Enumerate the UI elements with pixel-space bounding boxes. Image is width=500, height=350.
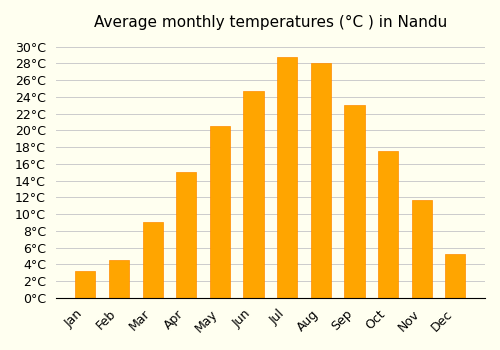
Bar bbox=[277, 57, 297, 298]
Bar bbox=[344, 105, 364, 298]
Bar bbox=[244, 91, 264, 298]
Title: Average monthly temperatures (°C ) in Nandu: Average monthly temperatures (°C ) in Na… bbox=[94, 15, 447, 30]
Bar bbox=[310, 63, 331, 298]
Bar bbox=[412, 200, 432, 298]
Bar bbox=[75, 271, 96, 298]
Bar bbox=[142, 222, 163, 298]
Bar bbox=[109, 260, 129, 298]
Bar bbox=[210, 126, 230, 298]
Bar bbox=[378, 151, 398, 298]
Bar bbox=[176, 172, 197, 298]
Bar bbox=[446, 254, 466, 298]
